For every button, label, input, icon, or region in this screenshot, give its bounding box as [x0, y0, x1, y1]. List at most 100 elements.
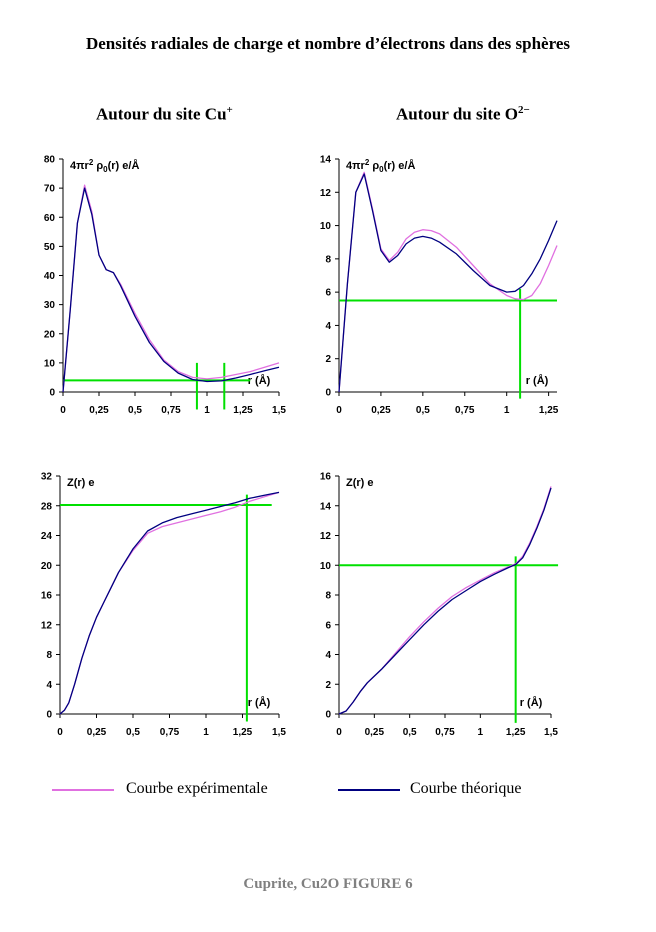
- subtitle-o-charge: 2−: [518, 104, 530, 116]
- y-axis-label-rho: ρ: [93, 160, 103, 172]
- y-tick-label: 0: [49, 388, 55, 399]
- x-tick-label: 1,5: [544, 727, 558, 738]
- x-tick-label: 0,25: [365, 727, 385, 738]
- subtitle-cu-text: Autour du site Cu: [96, 104, 227, 124]
- y-tick-label: 0: [325, 710, 331, 721]
- y-tick-label: 40: [44, 271, 56, 282]
- subtitle-o-text: Autour du site O: [396, 104, 519, 124]
- chart-o-count: 0 2 4 6 8 10 12 14 16 0 0,25 0,5 0,75 1 1,25 1,5 Z(r) e r…: [320, 472, 559, 739]
- legend: Courbe expérimentale Courbe théorique: [0, 780, 656, 804]
- y-tick-label: 28: [41, 501, 53, 512]
- y-tick-label: 6: [325, 620, 331, 631]
- x-tick-label: 1,25: [233, 405, 253, 416]
- y-tick-label: 60: [44, 213, 56, 224]
- y-tick-label: 16: [41, 591, 53, 602]
- x-axis-label: r (Å): [248, 374, 271, 387]
- y-tick-label: 4: [325, 650, 331, 661]
- x-tick-label: 0,75: [160, 727, 180, 738]
- y-axis-label-main: Z(r) e: [346, 477, 374, 489]
- y-axis-label-main: 4πr: [346, 160, 366, 172]
- y-axis-label-sub: 0: [103, 165, 108, 174]
- x-tick-label: 0: [60, 405, 66, 416]
- x-tick-label: 1: [203, 727, 209, 738]
- y-tick-label: 12: [320, 531, 332, 542]
- y-tick-label: 10: [320, 561, 332, 572]
- x-tick-label: 1,25: [539, 405, 559, 416]
- legend-theoretical-swatch: [338, 789, 400, 791]
- x-axis-label: r (Å): [248, 696, 271, 709]
- x-tick-label: 1: [204, 405, 210, 416]
- y-axis-label-main: Z(r) e: [67, 477, 95, 489]
- y-tick-label: 10: [320, 221, 332, 232]
- y-tick-label: 20: [41, 561, 53, 572]
- x-tick-label: 0,25: [371, 405, 391, 416]
- y-tick-label: 4: [46, 680, 52, 691]
- y-axis-label: Z(r) e: [346, 477, 374, 489]
- y-tick-label: 14: [320, 501, 332, 512]
- legend-experimental-label: Courbe expérimentale: [126, 780, 268, 797]
- x-tick-label: 0,25: [89, 405, 109, 416]
- y-tick-label: 4: [325, 321, 331, 332]
- x-tick-label: 0,25: [87, 727, 107, 738]
- subtitle-cu-charge: +: [226, 104, 233, 116]
- y-tick-label: 24: [41, 531, 53, 542]
- series-theoretical-line: [338, 173, 558, 393]
- x-axis-label: r (Å): [520, 696, 543, 709]
- chart-cu-count: 0 4 8 12 16 20 24 28 32 0 0,25 0,5 0,75 1 1,25 1,5 Z(r) …: [41, 472, 287, 739]
- y-axis-label: 4πr2 ρ0(r) e/Å: [346, 158, 415, 174]
- y-tick-label: 32: [41, 472, 53, 483]
- x-tick-label: 0,75: [435, 727, 455, 738]
- series-theoretical-line: [59, 491, 280, 715]
- y-tick-label: 2: [325, 354, 331, 365]
- series-theoretical-line: [338, 487, 552, 715]
- y-tick-label: 6: [325, 288, 331, 299]
- subtitle-o-site: Autour du site O2−: [396, 104, 530, 125]
- y-tick-label: 50: [44, 242, 56, 253]
- y-tick-label: 8: [325, 591, 331, 602]
- x-tick-label: 1,5: [272, 727, 286, 738]
- y-tick-label: 12: [41, 620, 53, 631]
- x-tick-label: 1,25: [233, 727, 253, 738]
- x-tick-label: 0,5: [416, 405, 430, 416]
- subtitle-cu-site: Autour du site Cu+: [96, 104, 233, 125]
- y-axis-label: Z(r) e: [67, 477, 95, 489]
- y-tick-label: 12: [320, 188, 332, 199]
- x-tick-label: 1: [478, 727, 484, 738]
- x-tick-label: 0,5: [128, 405, 142, 416]
- y-tick-label: 8: [46, 650, 52, 661]
- legend-theoretical-label: Courbe théorique: [410, 780, 522, 797]
- legend-experimental-swatch: [52, 789, 114, 791]
- y-axis-label-sup: 2: [89, 158, 94, 167]
- y-tick-label: 10: [44, 358, 56, 369]
- x-tick-label: 1: [504, 405, 510, 416]
- x-tick-label: 1,5: [272, 405, 286, 416]
- x-tick-label: 0,5: [403, 727, 417, 738]
- x-tick-label: 0: [57, 727, 63, 738]
- series-theoretical-line: [62, 187, 280, 393]
- x-tick-label: 0: [336, 405, 342, 416]
- y-tick-label: 80: [44, 155, 56, 166]
- y-axis-label-sup: 2: [365, 158, 370, 167]
- y-tick-label: 70: [44, 184, 56, 195]
- y-tick-label: 20: [44, 329, 56, 340]
- figure-caption: Cuprite, Cu2O FIGURE 6: [243, 876, 413, 892]
- y-tick-label: 14: [320, 155, 332, 166]
- y-axis-label: 4πr2 ρ0(r) e/Å: [70, 158, 139, 174]
- y-axis-label-main: 4πr: [70, 160, 90, 172]
- y-axis-label-sub: 0: [379, 165, 384, 174]
- page-title: Densités radiales de charge et nombre d’…: [85, 34, 570, 53]
- x-axis-label: r (Å): [526, 374, 549, 387]
- y-axis-label-tail: (r) e/Å: [384, 159, 416, 172]
- y-axis-label-rho: ρ: [369, 160, 379, 172]
- x-tick-label: 0,75: [455, 405, 475, 416]
- y-axis-label-tail: (r) e/Å: [108, 159, 140, 172]
- x-tick-label: 0,5: [126, 727, 140, 738]
- y-tick-label: 30: [44, 300, 56, 311]
- x-tick-label: 1,25: [506, 727, 526, 738]
- x-tick-label: 0: [336, 727, 342, 738]
- y-tick-label: 8: [325, 254, 331, 265]
- y-tick-label: 0: [325, 388, 331, 399]
